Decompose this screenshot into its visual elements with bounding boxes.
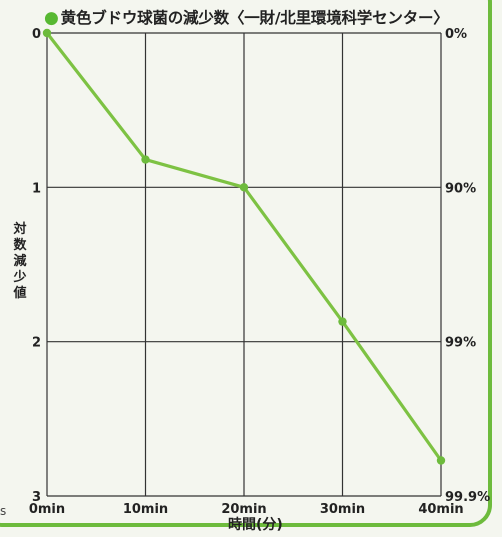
- y-tick-label-1: 1: [32, 181, 41, 196]
- y2-tick-label-2: 99%: [445, 336, 476, 351]
- data-point-0: [42, 28, 52, 38]
- data-point-3: [338, 317, 347, 326]
- y2-tick-label-3: 99.9%: [445, 490, 490, 505]
- y-tick-label-0: 0: [32, 27, 41, 42]
- y2-tick-label-1: 90%: [445, 181, 476, 196]
- chart-title-text: 黄色ブドウ球菌の減少数〈一財/北里環境科学センター〉: [60, 9, 449, 27]
- data-point-4: [436, 456, 446, 465]
- x-tick-label-2: 20min: [221, 502, 266, 517]
- edge-text-fragment: s: [0, 504, 7, 518]
- x-tick-label-4: 40min: [418, 502, 463, 517]
- x-axis-label: 時間(分): [228, 517, 283, 533]
- x-tick-label-1: 10min: [123, 502, 168, 517]
- data-point-1: [141, 155, 150, 164]
- y2-tick-label-0: 0%: [445, 27, 467, 42]
- x-tick-label-0: 0min: [29, 502, 65, 517]
- y-tick-label-2: 2: [32, 336, 41, 351]
- y-tick-label-3: 3: [32, 490, 41, 505]
- data-point-2: [239, 183, 249, 192]
- y-axis-label: 対数減少値: [13, 222, 27, 301]
- x-tick-label-3: 30min: [320, 502, 365, 517]
- title-bullet-icon: ●: [44, 8, 59, 28]
- chart-title: ● 黄色ブドウ球菌の減少数〈一財/北里環境科学センター〉: [44, 6, 449, 28]
